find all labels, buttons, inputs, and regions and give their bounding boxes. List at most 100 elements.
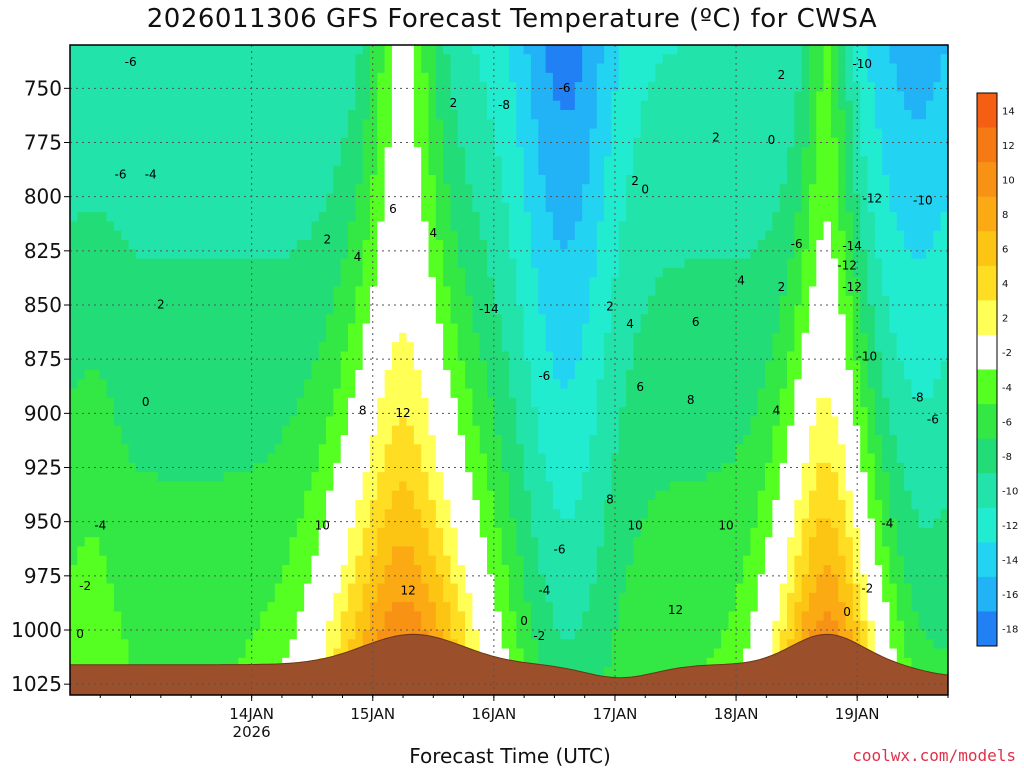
field-cell xyxy=(84,258,93,269)
field-cell xyxy=(238,360,247,371)
field-cell xyxy=(421,100,430,111)
field-cell xyxy=(413,620,422,631)
field-cell xyxy=(560,277,569,288)
field-cell xyxy=(413,221,422,232)
field-cell xyxy=(465,370,474,380)
field-cell xyxy=(209,286,217,297)
field-cell xyxy=(143,435,152,445)
field-cell xyxy=(413,286,422,297)
field-cell xyxy=(209,110,217,120)
field-cell xyxy=(399,212,408,223)
field-cell xyxy=(143,305,152,315)
field-cell xyxy=(369,397,378,408)
field-cell xyxy=(560,267,569,278)
field-cell xyxy=(413,444,422,455)
field-cell xyxy=(165,620,174,631)
field-cell xyxy=(340,156,349,167)
field-cell xyxy=(143,657,152,668)
field-cell xyxy=(252,63,261,74)
field-cell xyxy=(560,286,569,297)
field-cell xyxy=(135,332,144,343)
field-cell xyxy=(157,128,166,139)
field-cell xyxy=(340,175,349,185)
field-cell xyxy=(267,435,276,445)
field-cell xyxy=(552,258,561,269)
field-cell xyxy=(282,630,291,640)
field-cell xyxy=(267,165,276,176)
field-cell xyxy=(384,258,393,269)
field-cell xyxy=(479,267,488,278)
field-cell xyxy=(384,230,393,241)
field-cell xyxy=(172,63,181,74)
field-cell xyxy=(472,137,481,148)
field-cell xyxy=(194,221,203,232)
field-cell xyxy=(165,444,174,455)
field-cell xyxy=(589,45,598,55)
field-cell xyxy=(567,351,576,362)
field-cell xyxy=(179,175,188,185)
field-cell xyxy=(128,602,137,613)
field-cell xyxy=(428,258,437,269)
field-cell xyxy=(172,527,181,538)
field-cell xyxy=(450,323,459,334)
field-cell xyxy=(187,360,195,371)
field-cell xyxy=(194,639,203,650)
field-cell xyxy=(99,230,108,241)
field-cell xyxy=(574,240,583,250)
field-cell xyxy=(296,639,305,650)
field-cell xyxy=(406,193,415,204)
field-cell xyxy=(348,370,356,380)
field-cell xyxy=(260,620,269,631)
field-cell xyxy=(348,193,356,204)
field-cell xyxy=(274,500,283,510)
field-cell xyxy=(545,574,554,585)
field-cell xyxy=(530,202,539,213)
field-cell xyxy=(369,388,378,399)
field-cell xyxy=(157,453,166,464)
field-cell xyxy=(150,100,159,111)
field-cell xyxy=(326,397,334,408)
field-cell xyxy=(450,574,459,585)
field-cell xyxy=(435,202,444,213)
field-cell xyxy=(91,100,100,111)
field-cell xyxy=(223,351,232,362)
field-cell xyxy=(165,388,174,399)
field-cell xyxy=(391,212,400,223)
field-cell xyxy=(274,657,283,668)
field-cell xyxy=(106,82,115,93)
field-cell xyxy=(355,156,364,167)
field-cell xyxy=(165,592,174,603)
field-cell xyxy=(465,128,474,139)
field-cell xyxy=(560,91,569,102)
field-cell xyxy=(209,119,217,130)
field-cell xyxy=(70,156,78,167)
field-cell xyxy=(340,212,349,223)
field-cell xyxy=(333,509,342,520)
field-cell xyxy=(552,648,561,659)
field-cell xyxy=(428,45,437,55)
field-cell xyxy=(391,620,400,631)
field-cell xyxy=(487,277,495,288)
field-cell xyxy=(391,565,400,575)
field-cell xyxy=(143,110,152,120)
field-cell xyxy=(530,518,539,529)
field-cell xyxy=(391,305,400,315)
field-cell xyxy=(552,240,561,250)
field-cell xyxy=(450,537,459,548)
field-cell xyxy=(311,574,320,585)
field-cell xyxy=(362,314,371,325)
field-cell xyxy=(245,147,254,158)
field-cell xyxy=(223,490,232,501)
field-cell xyxy=(91,305,100,315)
field-cell xyxy=(77,45,86,55)
field-cell xyxy=(179,193,188,204)
field-cell xyxy=(479,620,488,631)
field-cell xyxy=(391,110,400,120)
field-cell xyxy=(172,45,181,55)
field-cell xyxy=(457,230,466,241)
field-cell xyxy=(391,184,400,195)
field-cell xyxy=(99,462,108,473)
field-cell xyxy=(282,583,291,594)
field-cell xyxy=(128,397,137,408)
field-cell xyxy=(121,267,130,278)
